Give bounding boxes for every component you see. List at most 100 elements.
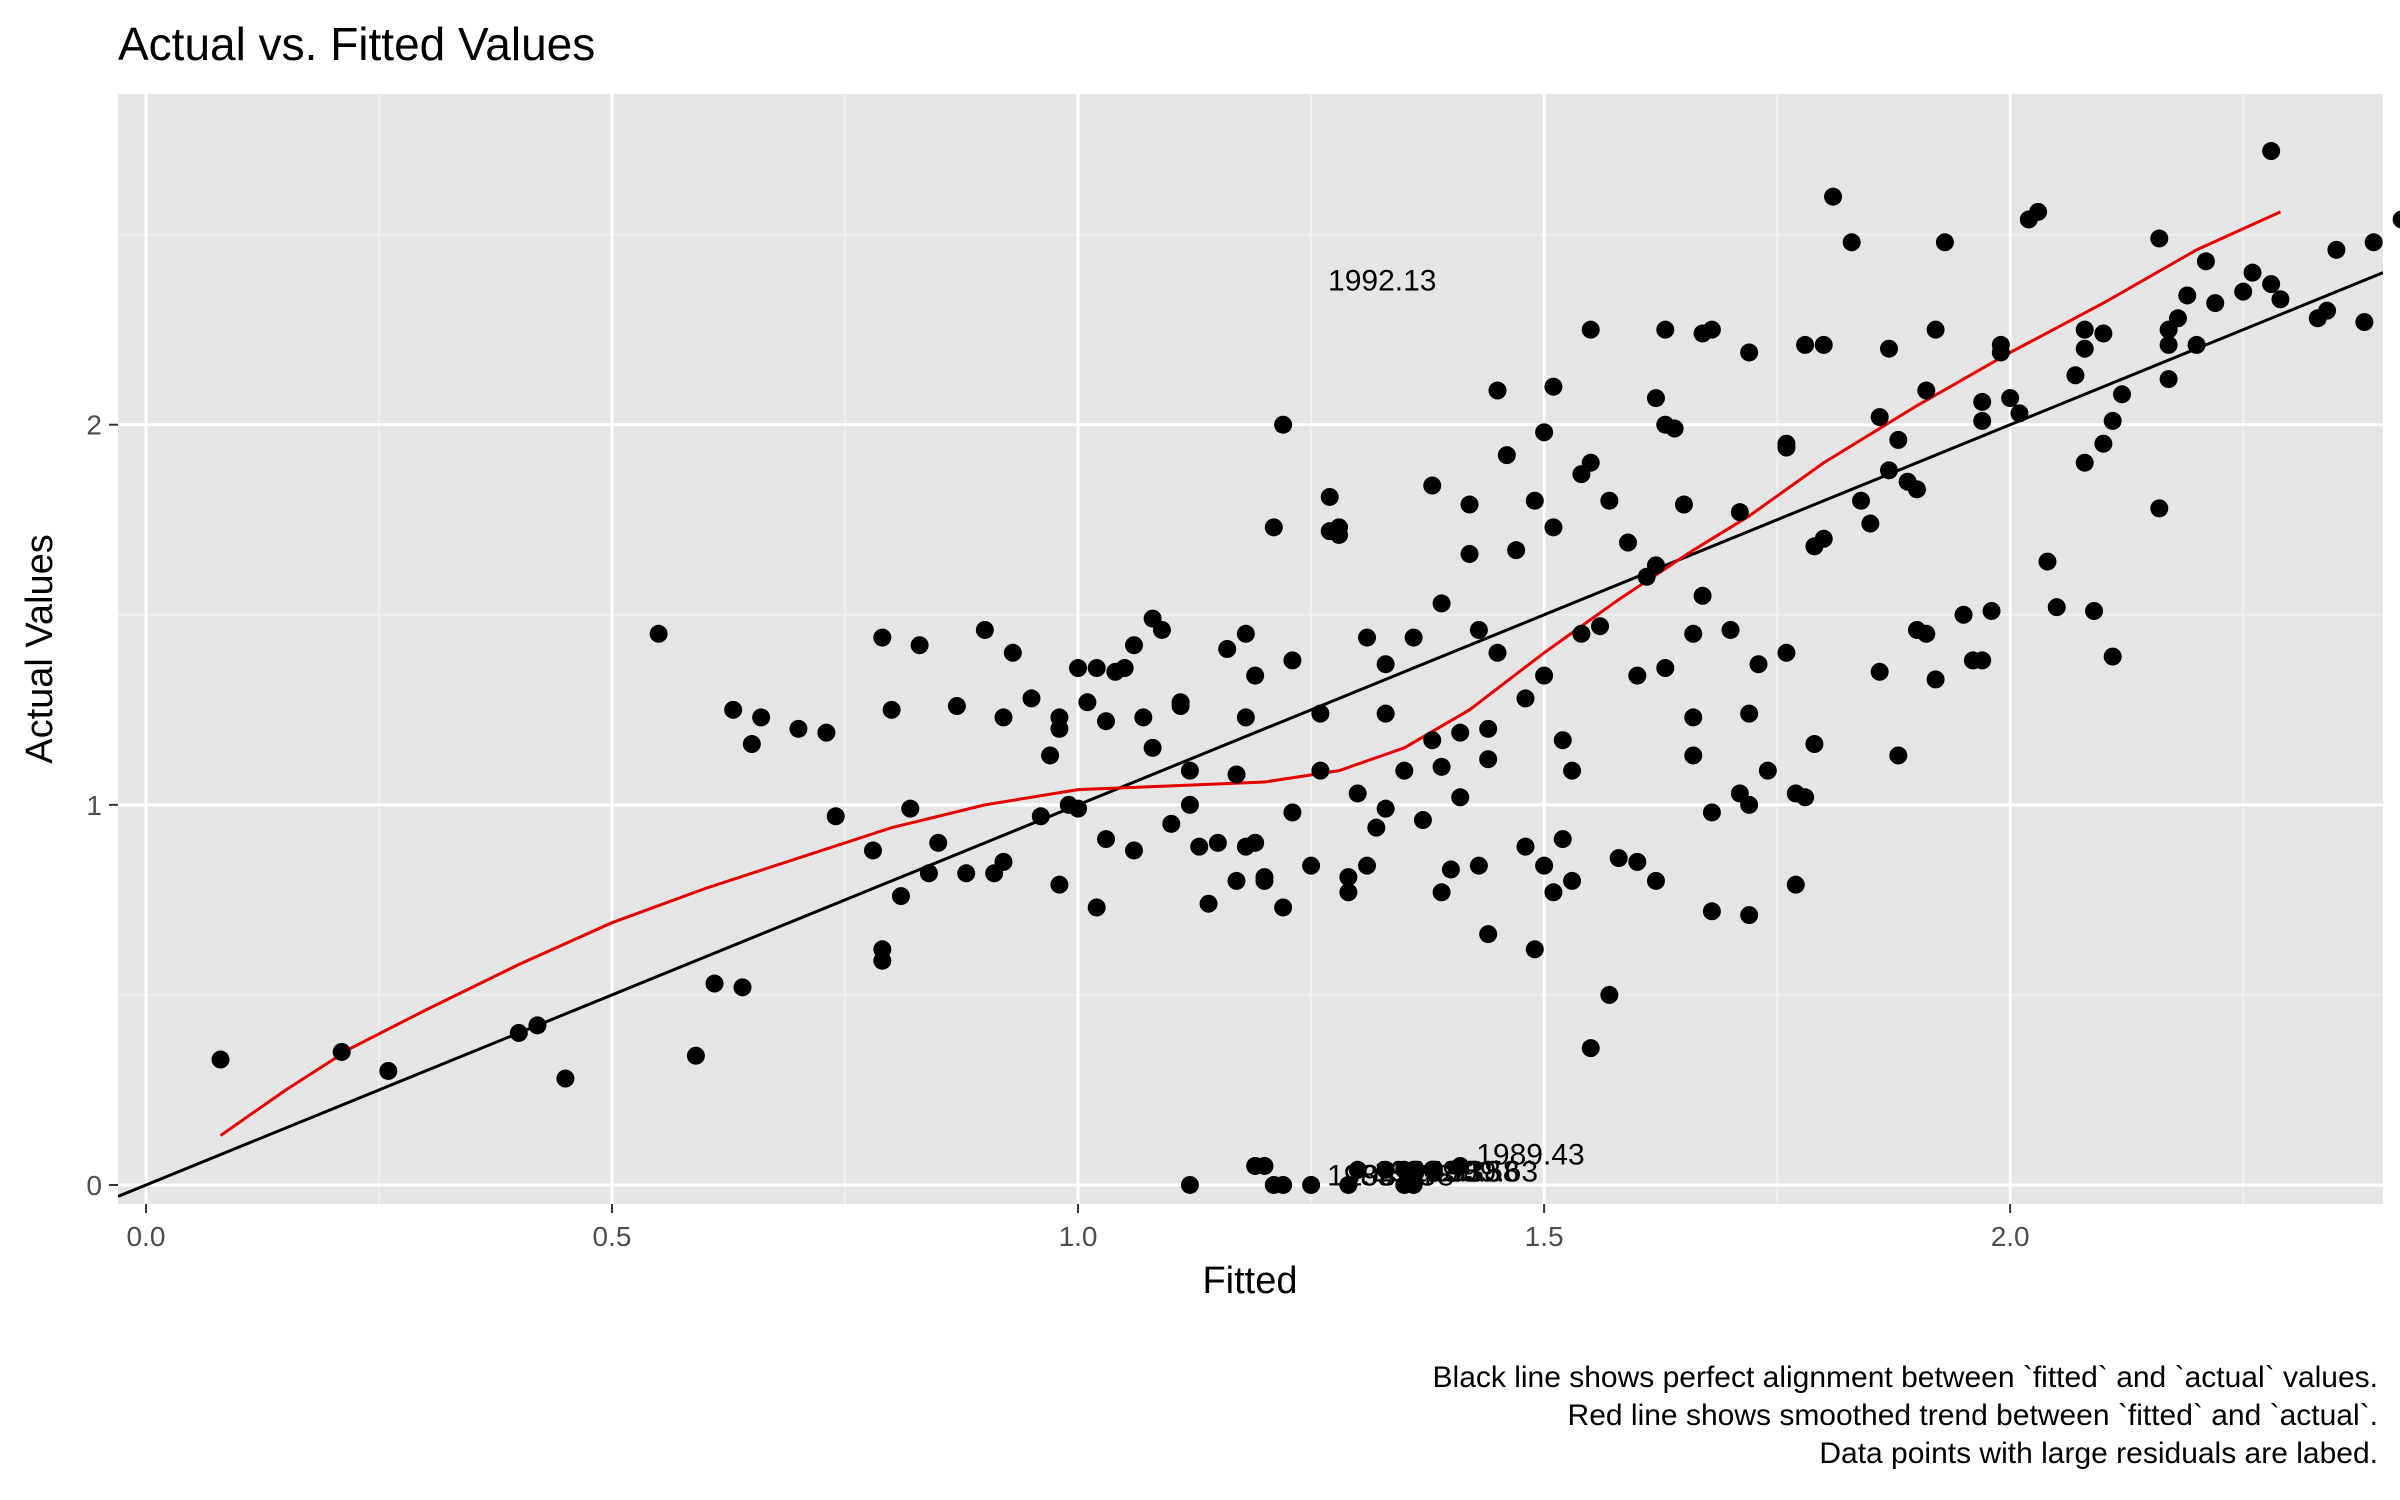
- data-point: [1991, 343, 2010, 362]
- data-point: [1274, 1175, 1293, 1194]
- data-point: [1069, 659, 1088, 678]
- y-tick-label: 1: [86, 790, 102, 821]
- data-point: [1134, 708, 1153, 727]
- data-point: [1684, 624, 1703, 643]
- x-axis-title: Fitted: [1202, 1260, 1297, 1302]
- data-point: [1842, 233, 1861, 252]
- data-point: [1702, 803, 1721, 822]
- data-point: [1302, 1175, 1321, 1194]
- data-point: [826, 807, 845, 826]
- data-point: [2001, 389, 2020, 408]
- data-point: [1563, 761, 1582, 780]
- data-point: [1348, 784, 1367, 803]
- data-point: [1097, 712, 1116, 731]
- y-axis-title: Actual Values: [19, 534, 61, 764]
- data-point: [1218, 640, 1237, 658]
- data-point: [1152, 620, 1171, 639]
- data-point: [1460, 544, 1479, 563]
- data-point: [1199, 894, 1218, 913]
- data-point: [2206, 294, 2225, 313]
- data-point: [1777, 643, 1796, 662]
- data-point: [1973, 651, 1992, 670]
- data-point: [1730, 503, 1749, 522]
- data-point: [1255, 868, 1274, 887]
- data-point: [1646, 556, 1665, 575]
- x-tick-label: 0.0: [126, 1221, 165, 1252]
- data-point: [1600, 985, 1619, 1004]
- data-point: [1311, 761, 1330, 780]
- reference-line-layer: [118, 271, 2383, 1198]
- data-point: [1535, 856, 1554, 875]
- data-point: [1889, 746, 1908, 765]
- data-point: [1143, 738, 1162, 757]
- residual-label: 1989.33: [1374, 1156, 1482, 1189]
- y-axis-ticks: 0 1 2: [86, 410, 118, 1201]
- caption-line-2: Red line shows smoothed trend between `f…: [1568, 1399, 2378, 1432]
- data-point: [1190, 837, 1209, 856]
- data-point: [2047, 598, 2066, 617]
- data-point: [1870, 408, 1889, 427]
- data-point: [1870, 662, 1889, 681]
- data-point: [1283, 803, 1302, 822]
- x-tick-label: 2.0: [1991, 1221, 2030, 1252]
- data-point: [1814, 529, 1833, 548]
- data-point: [1973, 411, 1992, 430]
- data-point: [1330, 525, 1349, 544]
- data-point: [2392, 210, 2400, 229]
- data-point: [1889, 430, 1908, 449]
- residual-label: 1989.73: [1327, 1159, 1435, 1192]
- data-point: [1879, 461, 1898, 480]
- residual-label: 1989.38: [1392, 1156, 1500, 1189]
- data-point: [1395, 761, 1414, 780]
- data-point: [1236, 708, 1255, 727]
- data-point: [1302, 856, 1321, 875]
- data-point: [211, 1050, 230, 1069]
- data-point: [1339, 883, 1358, 902]
- data-point: [1031, 807, 1050, 826]
- data-point: [1451, 1156, 1470, 1175]
- data-point: [1740, 906, 1759, 925]
- data-point: [528, 1016, 547, 1035]
- data-point: [1646, 871, 1665, 890]
- data-point: [2150, 499, 2169, 518]
- data-point: [1413, 811, 1432, 830]
- y-tick-label: 2: [86, 410, 102, 441]
- data-point: [1824, 187, 1843, 206]
- data-point: [1852, 491, 1871, 510]
- data-point: [1665, 419, 1684, 438]
- data-point: [1926, 670, 1945, 689]
- data-point: [1656, 320, 1675, 339]
- data-point: [1516, 837, 1535, 856]
- data-point: [994, 852, 1013, 871]
- data-point: [1572, 624, 1591, 643]
- data-point: [1339, 868, 1358, 887]
- data-point: [1246, 833, 1265, 852]
- data-point: [1274, 415, 1293, 434]
- data-point: [891, 887, 910, 906]
- data-point: [1628, 852, 1647, 871]
- data-point: [1982, 601, 2001, 620]
- data-point: [1507, 541, 1526, 560]
- data-point: [1376, 704, 1395, 723]
- data-point: [1087, 659, 1106, 678]
- data-point: [1646, 389, 1665, 408]
- data-point: [910, 636, 929, 655]
- data-point: [1022, 689, 1041, 708]
- data-point: [649, 624, 668, 643]
- data-point: [1339, 1175, 1358, 1194]
- data-point: [1488, 643, 1507, 662]
- data-point: [1525, 491, 1544, 510]
- plot-panel: [118, 94, 2383, 1204]
- data-point: [1423, 1160, 1442, 1179]
- data-point: [1917, 624, 1936, 643]
- data-point: [1674, 495, 1693, 514]
- data-point: [1404, 1175, 1423, 1194]
- data-point: [1497, 446, 1516, 465]
- data-point: [2318, 301, 2337, 320]
- data-point: [873, 951, 892, 970]
- data-point: [705, 974, 724, 993]
- data-point: [2010, 404, 2029, 423]
- data-point: [2271, 290, 2290, 309]
- data-point: [1516, 689, 1535, 708]
